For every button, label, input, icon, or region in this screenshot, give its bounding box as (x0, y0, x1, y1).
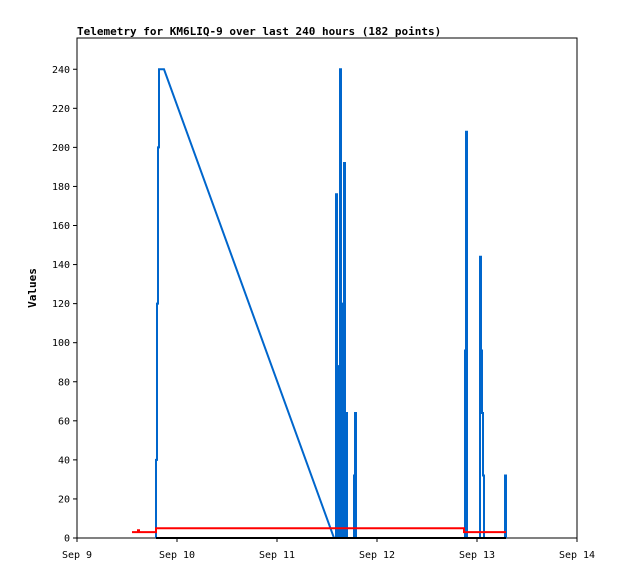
y-tick-label: 20 (58, 494, 70, 505)
y-tick-label: 0 (64, 534, 70, 545)
y-tick-label: 200 (52, 143, 70, 154)
y-tick-label: 60 (58, 416, 70, 427)
series-layer (132, 68, 507, 539)
y-tick-label: 120 (52, 299, 70, 310)
y-tick-label: 80 (58, 377, 70, 388)
x-tick-label: Sep 9 (62, 550, 92, 561)
y-axis-label: Values (26, 268, 39, 308)
y-tick-label: 40 (58, 455, 70, 466)
x-axis: Sep 9 Sep 10 Sep 11 Sep 12 Sep 13 Sep 14 (62, 538, 595, 561)
series-line-2 (132, 527, 506, 534)
y-tick-label: 180 (52, 182, 70, 193)
chart-title: Telemetry for KM6LIQ-9 over last 240 hou… (77, 25, 441, 38)
x-tick-label: Sep 14 (559, 550, 595, 561)
y-tick-label: 140 (52, 260, 70, 271)
x-tick-label: Sep 10 (159, 550, 195, 561)
y-tick-label: 100 (52, 338, 70, 349)
x-tick-label: Sep 12 (359, 550, 395, 561)
y-tick-label: 220 (52, 104, 70, 115)
y-tick-label: 240 (52, 65, 70, 76)
x-tick-label: Sep 11 (259, 550, 295, 561)
plot-frame (76, 37, 578, 539)
y-axis: 0 20 40 60 80 100 120 140 160 180 200 220 240 (52, 65, 77, 545)
x-tick-label: Sep 13 (459, 550, 495, 561)
y-tick-label: 160 (52, 221, 70, 232)
